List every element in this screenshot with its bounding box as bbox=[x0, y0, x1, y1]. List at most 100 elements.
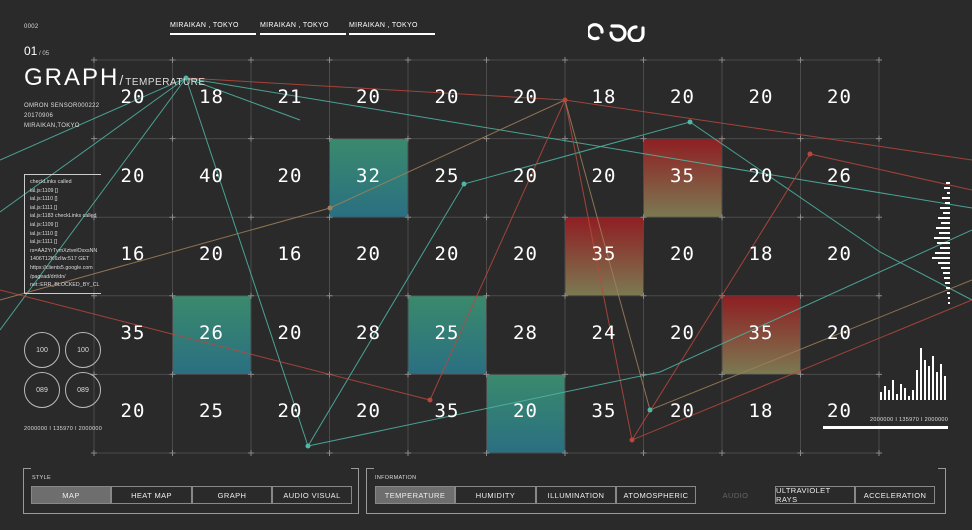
grid-cross bbox=[797, 292, 804, 299]
meter-bar bbox=[938, 217, 950, 219]
highlight-cell bbox=[643, 138, 722, 218]
grid-cross bbox=[169, 57, 176, 63]
info-button-ultraviolet-rays[interactable]: ULTRAVIOLET RAYS bbox=[775, 486, 855, 504]
grid-cross bbox=[797, 57, 804, 63]
grid-cross bbox=[876, 292, 882, 299]
grid-cross bbox=[640, 292, 647, 299]
grid-cross bbox=[876, 450, 882, 456]
left-readout: 2000000 I 135970 I 2000000 bbox=[24, 426, 103, 432]
date-label: 20170906 bbox=[24, 113, 54, 119]
information-group bbox=[366, 468, 946, 514]
grid-cross bbox=[405, 292, 411, 299]
meter-bar bbox=[937, 242, 950, 244]
trend-line bbox=[631, 299, 972, 441]
grid-value: 20 bbox=[670, 86, 695, 108]
grid-value: 25 bbox=[434, 321, 460, 344]
grid-cross bbox=[876, 214, 882, 221]
grid-cross bbox=[169, 214, 176, 221]
grid-value: 20 bbox=[513, 400, 538, 423]
style-button-heat-map[interactable]: HEAT MAP bbox=[111, 486, 192, 504]
style-button-map[interactable]: MAP bbox=[31, 486, 111, 504]
grid-value: 20 bbox=[120, 86, 146, 108]
grid-cross bbox=[719, 371, 725, 378]
trend-line bbox=[0, 99, 972, 401]
gauge-circle-3: 089 bbox=[24, 372, 60, 408]
grid-value: 40 bbox=[199, 164, 224, 187]
location-tab-3[interactable]: MIRAIKAN , TOKYO bbox=[349, 22, 435, 35]
grid-value: 20 bbox=[827, 321, 852, 344]
grid-cross bbox=[169, 371, 176, 378]
spectrum-bar bbox=[944, 376, 946, 400]
style-group bbox=[23, 468, 359, 514]
spectrum-bar bbox=[928, 366, 930, 400]
logo-icon bbox=[586, 23, 645, 43]
grid-cross bbox=[876, 371, 882, 378]
meter-bar bbox=[944, 187, 950, 189]
grid-value: 25 bbox=[434, 164, 460, 187]
data-point-marker bbox=[427, 397, 433, 403]
spectrum-bar bbox=[932, 356, 934, 400]
grid-cross bbox=[248, 450, 254, 456]
grid-cross bbox=[169, 292, 176, 299]
location-tab-2[interactable]: MIRAIKAN , TOKYO bbox=[260, 22, 346, 35]
info-button-temperature[interactable]: TEMPERATURE bbox=[375, 486, 455, 504]
location-tab-1[interactable]: MIRAIKAN , TOKYO bbox=[170, 22, 256, 35]
meter-bar bbox=[945, 202, 950, 204]
grid-cross bbox=[248, 371, 254, 378]
info-button-audio[interactable]: AUDIO bbox=[722, 490, 749, 500]
meter-bar bbox=[941, 222, 950, 224]
style-button-graph[interactable]: GRAPH bbox=[192, 486, 272, 504]
grid-cross bbox=[797, 450, 804, 456]
grid-cross bbox=[562, 57, 568, 63]
page-title-text: GRAPH bbox=[24, 64, 120, 91]
log-line: /pagead/drt/dn/ bbox=[30, 273, 66, 280]
grid-value: 35 bbox=[434, 400, 460, 423]
grid-cross bbox=[562, 292, 568, 299]
highlight-cell bbox=[486, 374, 565, 453]
spectrum-bar bbox=[936, 372, 938, 400]
meter-bar bbox=[932, 257, 950, 259]
grid-value: 25 bbox=[199, 400, 224, 423]
site-label: MIRAIKAN,TOKYO bbox=[24, 123, 80, 129]
page-title: GRAPH/TEMPERATURE bbox=[24, 64, 206, 91]
meter-bar bbox=[935, 252, 950, 254]
meter-bar bbox=[936, 227, 950, 229]
grid-value: 28 bbox=[513, 321, 538, 344]
info-button-illumination[interactable]: ILLUMINATION bbox=[536, 486, 616, 504]
information-label: INFORMATION bbox=[375, 475, 417, 481]
grid-value: 20 bbox=[120, 164, 146, 187]
highlight-cell bbox=[565, 217, 644, 296]
spectrum-chart bbox=[880, 348, 946, 400]
log-line: ial.js:1110 [] bbox=[30, 196, 58, 203]
grid-value: 20 bbox=[827, 400, 852, 423]
grid-value: 20 bbox=[513, 164, 538, 187]
page-total: 05 bbox=[42, 51, 50, 57]
grid-cross bbox=[640, 371, 647, 378]
meter-bar bbox=[938, 262, 950, 264]
right-divider bbox=[823, 426, 948, 429]
grid-value: 20 bbox=[277, 400, 303, 423]
grid-cross bbox=[248, 57, 254, 63]
meter-bar bbox=[948, 302, 950, 304]
grid-value: 18 bbox=[591, 86, 617, 108]
style-button-audio-visual[interactable]: AUDIO VISUAL bbox=[272, 486, 352, 504]
grid-value: 20 bbox=[199, 243, 224, 266]
info-button-atomospheric[interactable]: ATOMOSPHERIC bbox=[616, 486, 696, 504]
data-point-marker bbox=[461, 181, 467, 187]
info-button-humidity[interactable]: HUMIDITY bbox=[455, 486, 536, 504]
grid-value: 28 bbox=[356, 321, 381, 344]
log-line: checkLinks called bbox=[30, 179, 72, 185]
spectrum-bar bbox=[884, 386, 886, 400]
grid-cross bbox=[248, 214, 254, 221]
console-log-panel: checkLinks called ial.js:1109 [] ial.js:11… bbox=[24, 174, 101, 294]
grid-value: 20 bbox=[434, 86, 460, 108]
log-line: https://clients5.google.com bbox=[30, 264, 93, 271]
log-line: 1406T12K6zIlw:517 GET bbox=[30, 256, 90, 263]
grid-cross bbox=[91, 214, 97, 221]
data-point-marker bbox=[629, 437, 635, 443]
grid-cross bbox=[405, 135, 411, 142]
grid-value: 16 bbox=[277, 243, 303, 266]
grid-value: 20 bbox=[513, 243, 538, 266]
spectrum-bar bbox=[920, 348, 922, 400]
info-button-acceleration[interactable]: ACCELERATION bbox=[855, 486, 935, 504]
